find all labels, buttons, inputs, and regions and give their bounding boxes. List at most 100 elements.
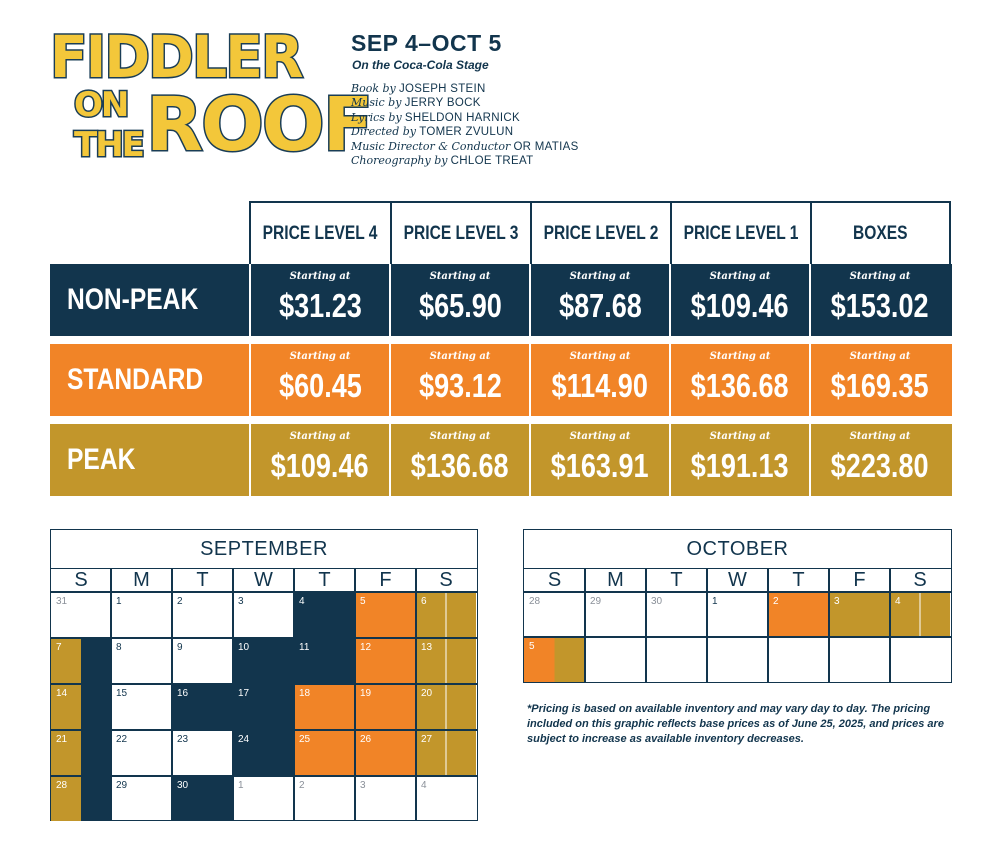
september-calendar: SEPTEMBER S M T W T F S 31 1 2 3 4 5 6 7 8 9 10 11 12 13 14 15… <box>50 529 478 821</box>
calendar-day: 13 <box>416 638 476 683</box>
day-number: 23 <box>177 734 189 745</box>
column-header: PRICE LEVEL 2 <box>543 222 659 244</box>
credit-role: Choreography by <box>351 154 448 168</box>
credit-line: Book by JOSEPH STEIN <box>351 82 579 96</box>
price-cell: Starting at $114.90 <box>530 344 670 416</box>
day-number: 26 <box>360 734 372 745</box>
calendar-day <box>890 637 950 682</box>
calendar-day <box>707 637 768 682</box>
credit-role: Music Director & Conductor <box>351 139 511 153</box>
price-cell: Starting at $31.23 <box>250 264 390 336</box>
day-number: 12 <box>360 642 372 653</box>
price-value: $93.12 <box>418 367 502 404</box>
calendar-day: 3 <box>355 776 416 821</box>
calendar-day: 9 <box>172 638 233 683</box>
day-number: 20 <box>421 688 433 699</box>
column-header: PRICE LEVEL 3 <box>403 222 519 244</box>
credit-line: Directed by TOMER ZVULUN <box>351 125 579 139</box>
calendar-day <box>829 637 890 682</box>
price-cell: Starting at $65.90 <box>390 264 530 336</box>
price-cell: Starting at $163.91 <box>530 424 670 496</box>
calendar-day: 10 <box>233 638 294 683</box>
october-calendar: OCTOBER S M T W T F S 28 29 30 1 2 3 4 5 <box>523 529 952 683</box>
credit-name: OR MATIAS <box>513 140 579 153</box>
weekday-header: S <box>913 568 927 591</box>
weekday-header: M <box>607 568 624 591</box>
starting-at-label: Starting at <box>849 271 911 282</box>
column-divider <box>529 264 531 336</box>
price-cell: Starting at $136.68 <box>390 424 530 496</box>
starting-at-label: Starting at <box>569 351 631 362</box>
calendar-day: 4 <box>416 776 476 821</box>
day-number: 29 <box>590 596 602 607</box>
show-logo: FIDDLER ON THE ROOF <box>48 27 375 178</box>
day-number: 2 <box>773 596 779 607</box>
weekday-header: T <box>670 568 683 591</box>
column-divider <box>529 344 531 416</box>
credit-name: JERRY BOCK <box>404 97 481 110</box>
price-cell: Starting at $136.68 <box>670 344 810 416</box>
price-value: $136.68 <box>691 367 789 404</box>
calendar-day: 19 <box>355 684 416 729</box>
day-number: 1 <box>238 780 244 791</box>
weekday-header: W <box>254 568 273 591</box>
credit-line: Choreography by CHLOE TREAT <box>351 154 579 168</box>
calendar-day: 11 <box>294 638 355 683</box>
calendar-day <box>585 637 646 682</box>
starting-at-label: Starting at <box>429 431 491 442</box>
starting-at-label: Starting at <box>709 431 771 442</box>
day-number: 10 <box>238 642 250 653</box>
column-divider <box>529 424 531 496</box>
day-number: 5 <box>360 596 366 607</box>
day-number: 29 <box>116 780 128 791</box>
column-divider <box>669 344 671 416</box>
calendar-day: 1 <box>233 776 294 821</box>
starting-at-label: Starting at <box>849 431 911 442</box>
calendar-day: 2 <box>768 592 829 637</box>
pricing-disclaimer: *Pricing is based on available inventory… <box>527 703 944 745</box>
calendar-day: 17 <box>233 684 294 729</box>
day-number: 1 <box>712 596 718 607</box>
calendar-day: 30 <box>646 592 707 637</box>
starting-at-label: Starting at <box>849 351 911 362</box>
column-divider <box>809 264 811 336</box>
day-number: 27 <box>421 734 433 745</box>
column-divider <box>809 344 811 416</box>
logo-word-the: THE <box>73 125 147 165</box>
price-tier-row: PEAK Starting at $109.46 Starting at $136.68… <box>50 424 952 496</box>
day-number: 15 <box>116 688 128 699</box>
price-table-header: PRICE LEVEL 4 PRICE LEVEL 3 PRICE LEVEL … <box>249 201 951 264</box>
day-number: 3 <box>360 780 366 791</box>
tier-name: NON-PEAK <box>67 283 199 316</box>
day-number: 18 <box>299 688 311 699</box>
price-value: $109.46 <box>691 287 789 324</box>
calendar-day: 29 <box>111 776 172 821</box>
day-number: 25 <box>299 734 311 745</box>
price-cell: Starting at $191.13 <box>670 424 810 496</box>
price-value: $65.90 <box>418 287 502 324</box>
day-number: 24 <box>238 734 250 745</box>
price-value: $31.23 <box>278 287 362 324</box>
calendar-day: 25 <box>294 730 355 775</box>
calendar-day: 27 <box>416 730 476 775</box>
weekday-header: F <box>379 568 392 591</box>
column-header: PRICE LEVEL 4 <box>263 222 378 244</box>
weekday-header: T <box>792 568 805 591</box>
column-divider <box>249 264 251 336</box>
price-cell: Starting at $109.46 <box>250 424 390 496</box>
tier-name: PEAK <box>67 443 136 476</box>
price-cell: Starting at $109.46 <box>670 264 810 336</box>
day-number: 31 <box>56 596 68 607</box>
price-value: $109.46 <box>271 447 369 484</box>
price-cell: Starting at $153.02 <box>810 264 950 336</box>
column-divider <box>389 344 391 416</box>
credit-name: TOMER ZVULUN <box>419 126 514 139</box>
price-tier-row: NON-PEAK Starting at $31.23 Starting at $65.… <box>50 264 952 336</box>
weekday-header: S <box>439 568 453 591</box>
calendar-day: 12 <box>355 638 416 683</box>
day-number: 19 <box>360 688 372 699</box>
calendar-day: 2 <box>294 776 355 821</box>
calendar-day: 24 <box>233 730 294 775</box>
column-header: BOXES <box>853 222 908 244</box>
calendar-day: 6 <box>416 592 476 637</box>
